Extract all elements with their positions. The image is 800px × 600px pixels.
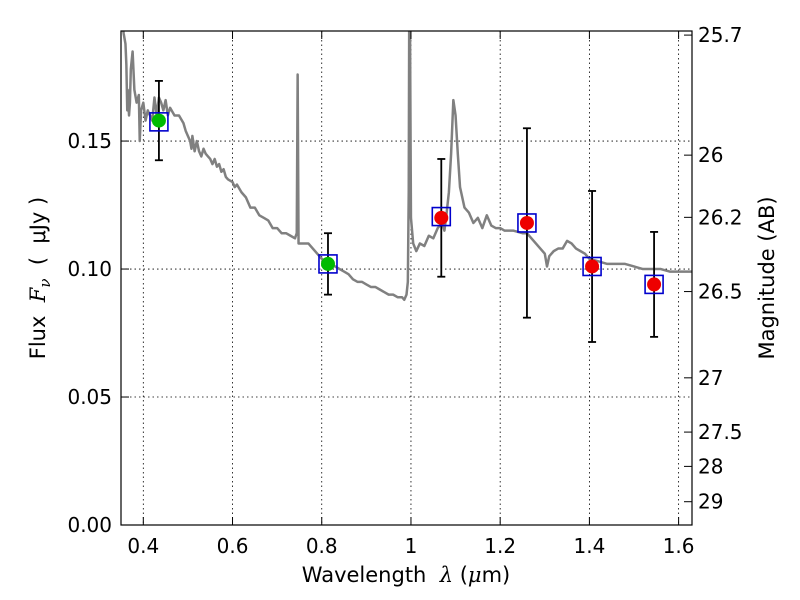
x-tick-label: 0.8	[306, 534, 338, 558]
y2-tick-label: 26	[698, 143, 723, 167]
x-tick-label: 1.4	[573, 534, 605, 558]
model-band-square	[517, 213, 537, 233]
x-tick-label: 0.4	[127, 534, 159, 558]
y2-tick-label: 29	[698, 490, 723, 514]
observed-point	[434, 210, 449, 225]
x-tick-label: 1	[405, 534, 418, 558]
plot-frame	[120, 30, 693, 526]
y2-tick-label: 25.7	[698, 23, 743, 47]
y-tick-label: 0.15	[67, 129, 112, 153]
model-sed-line	[122, 31, 692, 302]
model-band-square	[644, 274, 664, 295]
x-tick-label: 1.6	[663, 534, 695, 558]
y2-axis-title: Magnitude (AB)	[755, 196, 779, 359]
observed-point	[320, 256, 335, 271]
observed-point	[519, 215, 534, 230]
observed-point	[585, 259, 600, 274]
photometry-points	[149, 80, 664, 343]
x-tick-label: 0.6	[217, 534, 249, 558]
model-band-square	[582, 256, 602, 277]
grid	[121, 31, 692, 526]
observed-point	[647, 277, 662, 292]
y2-tick-label: 27.5	[698, 420, 743, 444]
y2-tick-label: 27	[698, 366, 723, 390]
observed-point	[151, 113, 166, 128]
axis-ticks: 0.4 0.6 0.8 1 1.2 1.4 1.6 0.00 0.05 0.10 0.15 25.7 2…	[67, 23, 742, 558]
y2-tick-label: 26.5	[698, 280, 743, 304]
x-tick-label: 1.2	[484, 534, 516, 558]
y-tick-label: 0.00	[67, 513, 112, 537]
y-tick-label: 0.10	[67, 257, 112, 281]
model-band-square	[318, 254, 338, 274]
y2-tick-label: 26.2	[698, 205, 743, 229]
y-tick-label: 0.05	[67, 385, 112, 409]
model-spectrum	[122, 31, 692, 302]
model-band-square	[431, 206, 452, 227]
y2-tick-label: 28	[698, 454, 723, 478]
y-axis-title: Flux Fν ( μJy )	[26, 197, 54, 359]
x-axis-title: Wavelength λ (μm)	[302, 563, 510, 587]
model-band-square	[149, 112, 169, 132]
